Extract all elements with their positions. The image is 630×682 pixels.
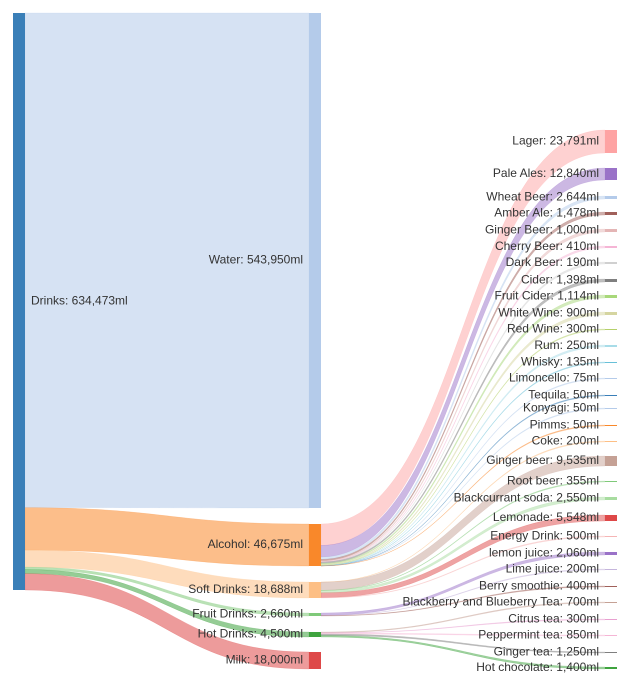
node-rum bbox=[605, 345, 617, 347]
node-coke bbox=[605, 441, 617, 442]
label-lager: Lager: 23,791ml bbox=[512, 134, 599, 148]
node-hot bbox=[309, 632, 321, 637]
node-alcohol bbox=[309, 524, 321, 566]
label-milk: Milk: 18,000ml bbox=[226, 653, 303, 667]
label-tequila: Tequila: 50ml bbox=[528, 388, 599, 402]
label-gingertea: Ginger tea: 1,250ml bbox=[494, 645, 599, 659]
label-dark: Dark Beer: 190ml bbox=[506, 255, 599, 269]
node-dark bbox=[605, 262, 617, 264]
node-berry bbox=[605, 586, 617, 587]
node-lemonjuice bbox=[605, 552, 617, 555]
node-water bbox=[309, 13, 321, 508]
label-whisky: Whisky: 135ml bbox=[521, 355, 599, 369]
node-lager bbox=[605, 130, 617, 153]
label-hot: Hot Drinks: 4,500ml bbox=[198, 627, 303, 641]
node-tequila bbox=[605, 395, 617, 396]
node-wwine bbox=[605, 312, 617, 315]
node-wheat bbox=[605, 196, 617, 199]
node-fruit bbox=[309, 613, 321, 616]
node-gingerb1 bbox=[605, 229, 617, 232]
node-gingertea bbox=[605, 652, 617, 653]
links-layer bbox=[24, 12, 606, 670]
label-blackcurrant: Blackcurrant soda: 2,550ml bbox=[454, 491, 599, 505]
label-bbtea: Blackberry and Blueberry Tea: 700ml bbox=[402, 595, 599, 609]
label-cider: Cider: 1,398ml bbox=[521, 273, 599, 287]
node-limejuice bbox=[605, 569, 617, 570]
node-pale bbox=[605, 168, 617, 180]
label-wheat: Wheat Beer: 2,644ml bbox=[486, 190, 599, 204]
node-rootbeer bbox=[605, 481, 617, 482]
label-fcider: Fruit Cider: 1,114ml bbox=[495, 289, 599, 303]
node-soft bbox=[309, 582, 321, 598]
node-milk bbox=[309, 652, 321, 669]
label-rwine: Red Wine: 300ml bbox=[507, 322, 599, 336]
labels-layer: Drinks: 634,473ml Water: 543,950ml Alcohol… bbox=[31, 134, 599, 675]
label-wwine: White Wine: 900ml bbox=[498, 306, 599, 320]
node-pimms bbox=[605, 425, 617, 426]
label-gingerbeer: Ginger beer: 9,535ml bbox=[486, 453, 599, 467]
label-hotchoc: Hot chocolate: 1,400ml bbox=[476, 660, 599, 674]
label-citrus: Citrus tea: 300ml bbox=[508, 612, 599, 626]
node-gingerbeer bbox=[605, 456, 617, 466]
label-coke: Coke: 200ml bbox=[532, 434, 599, 448]
label-lemonade: Lemonade: 5,548ml bbox=[493, 510, 599, 524]
node-hotchoc bbox=[605, 667, 617, 669]
node-fcider bbox=[605, 295, 617, 298]
label-gingerb1: Ginger Beer: 1,000ml bbox=[485, 223, 599, 237]
node-cherry bbox=[605, 246, 617, 248]
label-drinks: Drinks: 634,473ml bbox=[31, 294, 128, 308]
label-cherry: Cherry Beer: 410ml bbox=[495, 239, 599, 253]
label-alcohol: Alcohol: 46,675ml bbox=[208, 537, 303, 551]
label-rum: Rum: 250ml bbox=[534, 338, 599, 352]
node-konyagi bbox=[605, 408, 617, 409]
label-energy: Energy Drink: 500ml bbox=[490, 529, 599, 543]
label-water: Water: 543,950ml bbox=[209, 253, 303, 267]
label-limon: Limoncello: 75ml bbox=[509, 371, 599, 385]
node-drinks bbox=[13, 13, 25, 590]
label-limejuice: Lime juice: 200ml bbox=[506, 562, 599, 576]
label-pepper: Peppermint tea: 850ml bbox=[478, 628, 599, 642]
node-citrus bbox=[605, 619, 617, 620]
node-whisky bbox=[605, 362, 617, 363]
nodes-layer bbox=[13, 13, 617, 669]
label-pale: Pale Ales: 12,840ml bbox=[493, 166, 599, 180]
label-amber: Amber Ale: 1,478ml bbox=[494, 206, 599, 220]
label-konyagi: Konyagi: 50ml bbox=[523, 401, 599, 415]
node-energy bbox=[605, 536, 617, 537]
label-fruit: Fruit Drinks: 2,660ml bbox=[192, 607, 303, 621]
label-lemonjuice: lemon juice: 2,060ml bbox=[489, 546, 599, 560]
label-berry: Berry smoothie: 400ml bbox=[479, 579, 599, 593]
node-cider bbox=[605, 279, 617, 282]
node-pepper bbox=[605, 635, 617, 636]
label-soft: Soft Drinks: 18,688ml bbox=[188, 582, 303, 596]
node-limon bbox=[605, 378, 617, 379]
node-blackcurrant bbox=[605, 497, 617, 500]
label-rootbeer: Root beer: 355ml bbox=[507, 474, 599, 488]
node-lemonade bbox=[605, 515, 617, 521]
node-amber bbox=[605, 212, 617, 215]
node-bbtea bbox=[605, 602, 617, 603]
node-rwine bbox=[605, 329, 617, 330]
label-pimms: Pimms: 50ml bbox=[530, 418, 599, 432]
